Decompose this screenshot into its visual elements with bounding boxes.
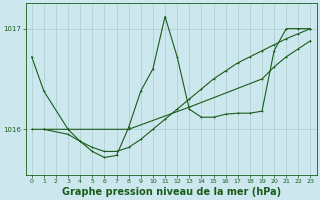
- X-axis label: Graphe pression niveau de la mer (hPa): Graphe pression niveau de la mer (hPa): [61, 187, 281, 197]
